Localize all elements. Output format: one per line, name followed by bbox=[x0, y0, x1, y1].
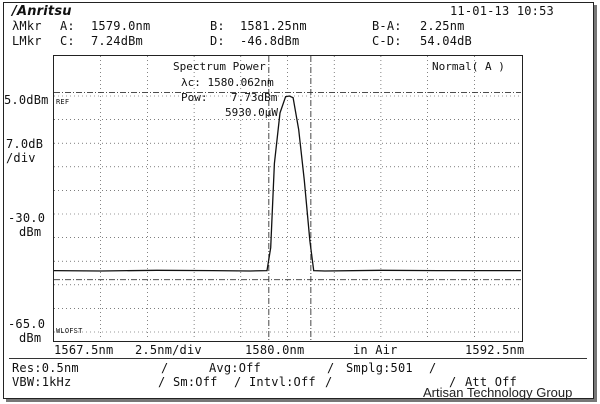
display-mode: Normal( A ) bbox=[432, 60, 505, 73]
marker-ba-value: 2.25nm bbox=[420, 19, 465, 33]
marker-cd-label: C-D: bbox=[372, 34, 402, 48]
slash-divider: / bbox=[234, 375, 242, 389]
marker-b-value: 1581.25nm bbox=[240, 19, 307, 33]
x-center: 1580.0nm bbox=[245, 343, 305, 357]
slash-divider: / bbox=[161, 361, 169, 375]
marker-c-value: 7.24dBm bbox=[91, 34, 143, 48]
analysis-title: Spectrum Power bbox=[173, 60, 266, 73]
center-wavelength: λc: 1580.062nm bbox=[181, 76, 274, 89]
power-uw-value: 5930.0μW bbox=[225, 106, 278, 119]
y-scale-value: 7.0dB bbox=[6, 137, 44, 151]
power-label: Pow: bbox=[181, 91, 208, 104]
slash-divider: / bbox=[325, 375, 333, 389]
y-mid-unit: dBm bbox=[19, 225, 42, 239]
footer-divider bbox=[9, 358, 587, 359]
marker-ba-label: B-A: bbox=[372, 19, 402, 33]
slash-divider: / bbox=[429, 361, 437, 375]
brand-logo: /Anritsu bbox=[12, 4, 72, 19]
x-span-div: 2.5nm/div bbox=[135, 343, 202, 357]
marker-a-label: A: bbox=[60, 19, 75, 33]
y-scale-unit: /div bbox=[6, 151, 36, 165]
ref-tag: REF bbox=[56, 98, 70, 106]
marker-d-value: -46.8dBm bbox=[240, 34, 300, 48]
marker-b-label: B: bbox=[210, 19, 225, 33]
display-frame bbox=[3, 2, 594, 399]
level-marker-label: LMkr bbox=[12, 34, 42, 48]
interval-setting: Intvl:Off bbox=[249, 375, 316, 389]
y-ref-level: 5.0dBm bbox=[4, 93, 49, 107]
attenuator-setting: Att Off bbox=[465, 375, 517, 389]
resolution-setting: Res:0.5nm bbox=[12, 361, 79, 375]
marker-c-label: C: bbox=[60, 34, 75, 48]
datetime: 11-01-13 10:53 bbox=[450, 4, 554, 18]
x-stop: 1592.5nm bbox=[465, 343, 525, 357]
marker-d-label: D: bbox=[210, 34, 225, 48]
wavelength-marker-label: λMkr bbox=[12, 19, 42, 33]
marker-cd-value: 54.04dB bbox=[420, 34, 472, 48]
smoothing-setting: Sm:Off bbox=[173, 375, 218, 389]
vbw-setting: VBW:1kHz bbox=[12, 375, 72, 389]
slash-divider: / bbox=[158, 375, 166, 389]
watermark: Artisan Technology Group bbox=[423, 385, 573, 400]
x-medium: in Air bbox=[353, 343, 398, 357]
y-bottom-unit: dBm bbox=[19, 331, 42, 345]
slash-divider: / bbox=[327, 361, 335, 375]
plot-frame bbox=[53, 55, 523, 342]
wl-offset-tag: WLOFST bbox=[56, 327, 83, 335]
averaging-setting: Avg:Off bbox=[209, 361, 261, 375]
spectrum-trace bbox=[53, 95, 521, 272]
x-start: 1567.5nm bbox=[54, 343, 114, 357]
marker-a-value: 1579.0nm bbox=[91, 19, 151, 33]
sampling-setting: Smplg:501 bbox=[346, 361, 413, 375]
slash-divider: / bbox=[449, 375, 457, 389]
y-bottom-value: -65.0 bbox=[8, 317, 46, 331]
power-dbm-value: 7.73dBm bbox=[231, 91, 278, 104]
y-mid-value: -30.0 bbox=[8, 211, 46, 225]
